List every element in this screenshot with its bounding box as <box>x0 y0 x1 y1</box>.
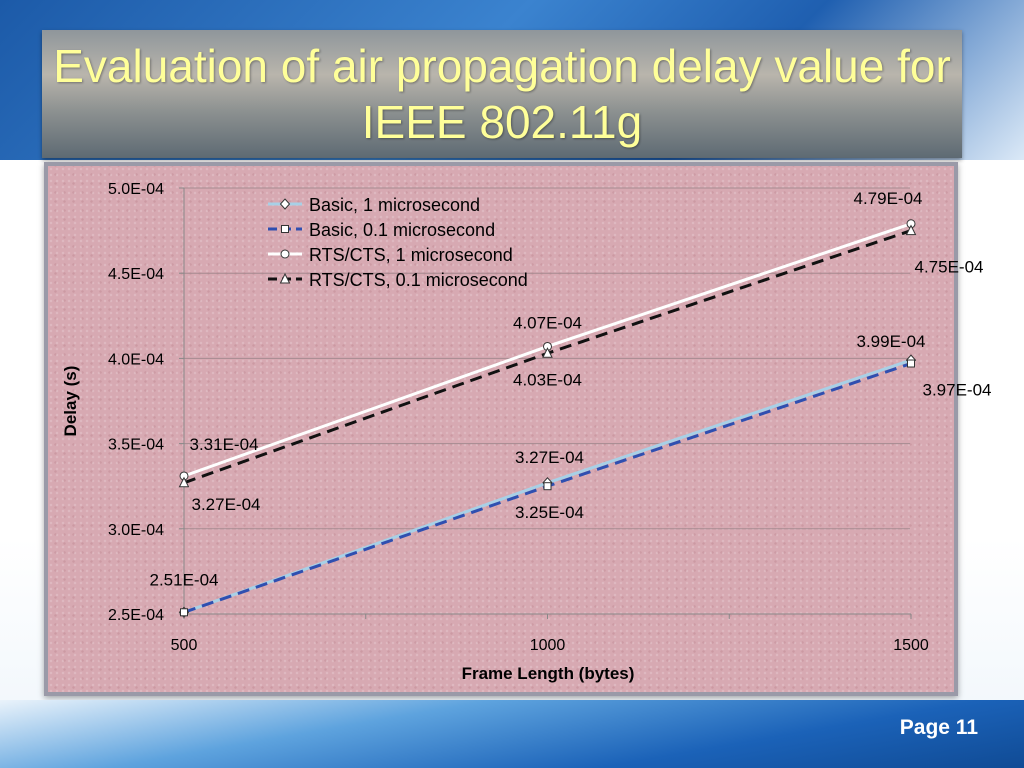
legend-label-4: RTS/CTS, 0.1 microsecond <box>309 270 528 290</box>
x-tick-label: 500 <box>171 637 198 654</box>
marker-square <box>281 225 289 233</box>
chart-series <box>183 222 912 614</box>
y-tick-label: 3.5E-04 <box>108 437 164 454</box>
marker-triangle <box>178 476 190 488</box>
y-tick-label: 4.5E-04 <box>108 266 164 283</box>
page-number: Page 11 <box>899 716 978 739</box>
x-tick-label: 1500 <box>893 637 929 654</box>
chart-frame <box>44 162 958 696</box>
data-label: 2.51E-04 <box>150 570 219 589</box>
data-label: 3.97E-04 <box>923 381 992 400</box>
slide-title: Evaluation of air propagation delay valu… <box>53 40 951 148</box>
x-axis-title: Frame Length (bytes) <box>462 664 635 683</box>
data-label: 4.07E-04 <box>513 313 582 332</box>
chart-markers <box>178 219 917 619</box>
x-tick-label: 1000 <box>530 637 566 654</box>
y-tick-label: 4.0E-04 <box>108 351 164 368</box>
data-label: 3.27E-04 <box>515 448 584 467</box>
marker-circle <box>280 249 290 259</box>
marker-triangle <box>279 272 291 284</box>
y-axis-title: Delay (s) <box>61 366 80 437</box>
data-label: 4.75E-04 <box>915 258 984 277</box>
data-label: 4.03E-04 <box>513 370 582 389</box>
y-axis-ticks: 2.5E-04 3.0E-04 3.5E-04 4.0E-04 4.5E-04 5.0E-… <box>108 181 184 624</box>
marker-square <box>907 359 915 368</box>
marker-square <box>543 482 552 491</box>
marker-triangle <box>905 224 917 236</box>
data-label: 4.79E-04 <box>854 189 923 208</box>
y-tick-label: 3.0E-04 <box>108 522 164 539</box>
x-axis-ticks: 500 1000 1500 <box>171 614 929 654</box>
marker-diamond <box>279 198 291 210</box>
legend-label-1: Basic, 1 microsecond <box>309 195 480 215</box>
data-label: 3.25E-04 <box>515 503 584 522</box>
data-label: 3.31E-04 <box>190 435 259 454</box>
chart-gridlines <box>184 187 910 530</box>
data-label: 3.27E-04 <box>192 495 261 514</box>
footer-background <box>0 700 1024 768</box>
y-tick-label: 2.5E-04 <box>108 607 164 624</box>
data-label: 3.99E-04 <box>857 332 926 351</box>
marker-triangle <box>542 347 553 358</box>
chart-legend: Basic, 1 microsecond Basic, 0.1 microseco… <box>268 195 528 290</box>
title-panel <box>42 30 962 158</box>
marker-square <box>180 608 188 617</box>
legend-label-2: Basic, 0.1 microsecond <box>309 220 495 240</box>
legend-label-3: RTS/CTS, 1 microsecond <box>309 245 513 265</box>
y-tick-label: 5.0E-04 <box>108 181 164 198</box>
data-labels: 2.51E-04 3.27E-04 3.99E-04 3.25E-04 3.97E-04… <box>150 189 992 590</box>
